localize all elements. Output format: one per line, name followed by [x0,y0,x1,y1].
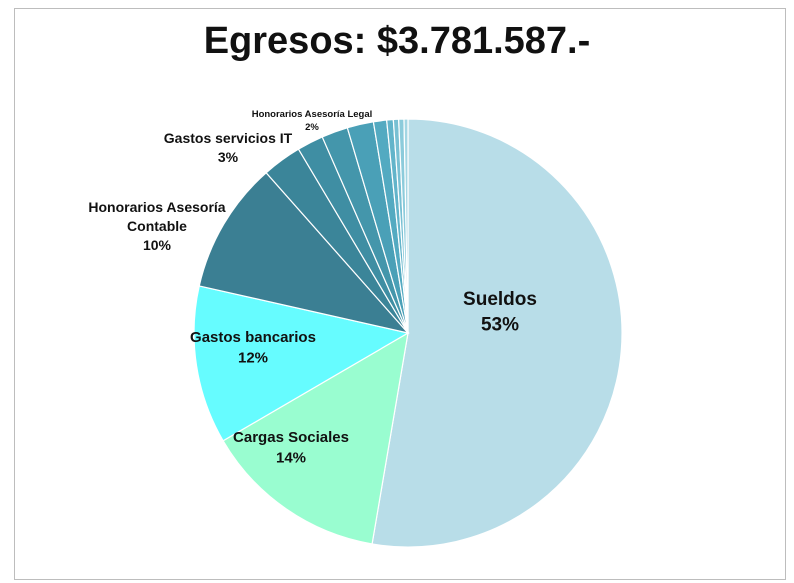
slice-label: Sueldos 53% [463,289,537,336]
pie-slice-12 [403,118,409,334]
slice-label: Gastos bancarios 12% [190,329,316,366]
chart-title: Egresos: $3.781.587.- [203,20,591,62]
pie-slice-cargas-sociales [222,331,409,545]
pie-slice-gastos-bancarios [193,285,410,442]
slice-label: Gastos servicios IT 3% [164,130,293,165]
pie-slice-sueldos [371,118,623,548]
pie-slice-honorarios-asesor-a-contable [198,171,410,334]
slice-label: Cargas Sociales 14% [233,429,349,466]
slice-label: Honorarios Asesoría Legal 2% [252,109,373,133]
slice-label: Honorarios Asesoría Contable 10% [88,199,225,253]
